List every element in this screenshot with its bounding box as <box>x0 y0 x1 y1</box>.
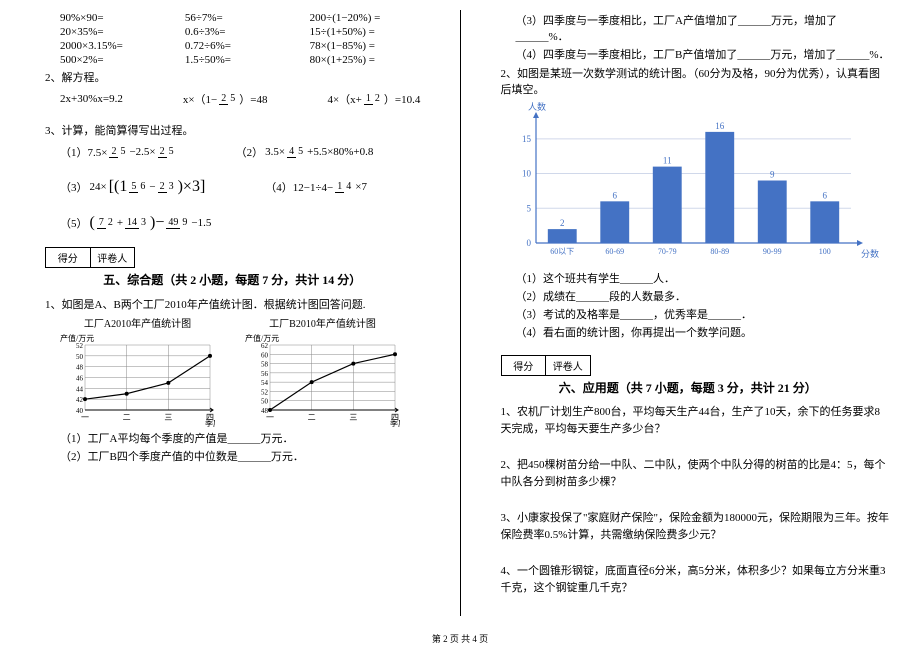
svg-text:5: 5 <box>526 203 531 213</box>
equation-grid: 90%×90=56÷7%=200÷(1−20%) = 20×35%=0.6÷3%… <box>30 12 435 66</box>
svg-text:54: 54 <box>261 379 269 387</box>
svg-text:52: 52 <box>261 388 269 396</box>
q2-eq3: 4×（x+ 12 ）=10.4 <box>327 91 420 107</box>
svg-text:0: 0 <box>526 238 531 248</box>
q3-3: （3） 24× [(1 56 − 23 )×3] <box>60 178 205 196</box>
svg-text:一: 一 <box>266 413 274 422</box>
eq-cell: 200÷(1−20%) = <box>310 12 435 24</box>
section6-title: 六、应用题（共 7 小题，每题 3 分，共计 21 分） <box>486 379 891 396</box>
eq-cell: 1.5÷50%= <box>185 54 310 66</box>
q3-label: 3、计算，能简算得写出过程。 <box>45 122 435 138</box>
q2-eq1: 2x+30%x=9.2 <box>60 93 123 105</box>
q3-5: （5） ( 72 + 143 )− 499 −1.5 <box>60 214 211 232</box>
chart-a: 工厂A2010年产值统计图 产值/万元52504846444240一二三四季度 <box>60 315 215 428</box>
column-divider <box>460 10 461 616</box>
bar-chart: 人数 0 5 10 15 分数 2 60以下 6 60-69 11 70-79 16 80-89 9 90-9… <box>501 100 891 268</box>
svg-text:2: 2 <box>560 218 565 228</box>
section5-title: 五、综合题（共 2 小题，每题 7 分，共计 14 分） <box>30 271 435 288</box>
svg-text:季度: 季度 <box>390 418 400 428</box>
svg-text:80-89: 80-89 <box>710 247 729 256</box>
q3-1: （1）7.5× 25 −2.5× 25 <box>60 144 176 160</box>
sect5-q1: 1、如图是A、B两个工厂2010年产值统计图．根据统计图回答问题. <box>45 296 435 312</box>
svg-text:二: 二 <box>123 413 131 422</box>
score-box: 得分 评卷人 <box>45 247 135 268</box>
svg-text:6: 6 <box>822 190 827 200</box>
bar-sub1: （1）这个班共有学生______人． <box>516 270 891 286</box>
score-box-right: 得分 评卷人 <box>501 355 591 376</box>
left-column: 90%×90=56÷7%=200÷(1−20%) = 20×35%=0.6÷3%… <box>30 10 435 616</box>
svg-text:6: 6 <box>612 190 617 200</box>
score-label: 得分 <box>46 248 91 267</box>
eq-cell: 15÷(1+50%) = <box>310 26 435 38</box>
svg-text:70-79: 70-79 <box>657 247 676 256</box>
svg-text:60: 60 <box>261 351 269 359</box>
eq-cell: 500×2%= <box>60 54 185 66</box>
sect5-sub1: （1）工厂A平均每个季度的产值是______万元． <box>60 430 435 446</box>
page-footer: 第 2 页 共 4 页 <box>0 632 920 645</box>
svg-text:52: 52 <box>76 342 84 350</box>
score-label: 得分 <box>502 356 547 375</box>
sect5-sub2: （2）工厂B四个季度产值的中位数是______万元． <box>60 448 435 464</box>
svg-text:60-69: 60-69 <box>605 247 624 256</box>
svg-text:三: 三 <box>164 413 172 422</box>
right-column: （3）四季度与一季度相比，工厂A产值增加了______万元，增加了______%… <box>486 10 891 616</box>
svg-text:60以下: 60以下 <box>550 247 574 256</box>
q2-right-label: 2、如图是某班一次数学测试的统计图。（60分为及格，90分为优秀），认真看图后填… <box>501 65 891 97</box>
bar-sub2: （2）成绩在______段的人数最多． <box>516 288 891 304</box>
svg-text:46: 46 <box>76 375 84 383</box>
app-q1: 1、农机厂计划生产800台，平均每天生产44台，生产了10天，余下的任务要求8天… <box>501 404 891 437</box>
svg-text:分数: 分数 <box>861 248 879 259</box>
svg-text:44: 44 <box>76 385 84 393</box>
svg-text:三: 三 <box>349 413 357 422</box>
svg-text:11: 11 <box>662 156 671 166</box>
reviewer-label: 评卷人 <box>91 248 135 267</box>
svg-text:50: 50 <box>76 353 84 361</box>
svg-text:62: 62 <box>261 342 269 350</box>
svg-text:二: 二 <box>308 413 316 422</box>
eq-cell: 56÷7%= <box>185 12 310 24</box>
eq-cell: 20×35%= <box>60 26 185 38</box>
app-q4: 4、一个圆锥形钢锭，底面直径6分米，高5分米，体积多少？如果每立方分米重3千克，… <box>501 563 891 596</box>
svg-text:人数: 人数 <box>528 101 546 112</box>
reviewer-label: 评卷人 <box>546 356 590 375</box>
svg-text:42: 42 <box>76 396 84 404</box>
eq-cell: 2000×3.15%= <box>60 40 185 52</box>
q2-eq2: x×（1− 25 ）=48 <box>183 91 268 107</box>
svg-text:16: 16 <box>715 121 725 131</box>
bar-sub4: （4）看右面的统计图，你再提出一个数学问题。 <box>516 324 891 340</box>
q3-4: （4）12−1÷4− 14 ×7 <box>265 179 367 195</box>
svg-text:56: 56 <box>261 370 269 378</box>
app-q2: 2、把450棵树苗分给一中队、二中队，使两个中队分得的树苗的比是4：5，每个中队… <box>501 457 891 490</box>
eq-cell: 0.6÷3%= <box>185 26 310 38</box>
app-q3: 3、小康家投保了"家庭财产保险"，保险金额为180000元，保险期限为三年。按年… <box>501 510 891 543</box>
eq-cell: 0.72÷6%= <box>185 40 310 52</box>
svg-text:9: 9 <box>770 170 775 180</box>
svg-text:48: 48 <box>76 364 84 372</box>
svg-text:100: 100 <box>818 247 830 256</box>
eq-cell: 90%×90= <box>60 12 185 24</box>
svg-text:50: 50 <box>261 398 269 406</box>
svg-text:一: 一 <box>81 413 89 422</box>
svg-text:58: 58 <box>261 361 269 369</box>
eq-cell: 80×(1+25%) = <box>310 54 435 66</box>
q3-2: （2） 3.5× 45 +5.5×80%+0.8 <box>236 144 374 160</box>
chart-b: 工厂B2010年产值统计图 产值/万元6260585654525048一二三四季… <box>245 315 400 428</box>
svg-text:季度: 季度 <box>205 418 215 428</box>
eq-cell: 78×(1−85%) = <box>310 40 435 52</box>
svg-text:10: 10 <box>522 169 532 179</box>
q2-label: 2、解方程。 <box>45 69 435 85</box>
sect5-sub4: （4）四季度与一季度相比，工厂B产值增加了______万元，增加了______%… <box>516 46 891 62</box>
svg-text:15: 15 <box>522 134 532 144</box>
bar-sub3: （3）考试的及格率是______，优秀率是______． <box>516 306 891 322</box>
sect5-sub3: （3）四季度与一季度相比，工厂A产值增加了______万元，增加了______%… <box>516 12 891 44</box>
svg-text:90-99: 90-99 <box>762 247 781 256</box>
